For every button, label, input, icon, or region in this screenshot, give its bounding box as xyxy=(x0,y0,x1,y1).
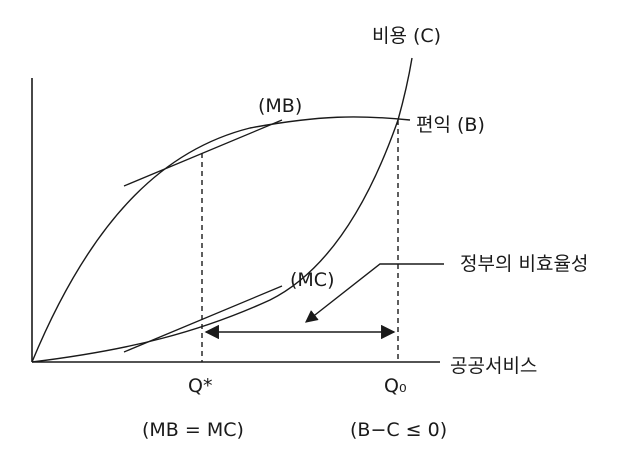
benefit-curve-label: 편익 (B) xyxy=(416,114,485,136)
q-zero-condition-label: (B−C ≤ 0) xyxy=(350,419,447,441)
cost-curve xyxy=(31,57,413,363)
mc-tangent-line xyxy=(123,285,283,353)
q-star-label: Q* xyxy=(188,375,212,397)
q-star-condition-label: (MB = MC) xyxy=(142,419,244,441)
mc-label: (MC) xyxy=(290,269,335,291)
mb-tangent-line xyxy=(123,119,283,187)
x-axis-label: 공공서비스 xyxy=(450,355,537,377)
q-zero-label: Q₀ xyxy=(384,375,407,397)
cost-curve-label: 비용 (C) xyxy=(372,25,441,47)
benefit-curve xyxy=(31,116,411,363)
inefficiency-leader-line xyxy=(305,263,444,323)
inefficiency-label: 정부의 비효율성 xyxy=(460,253,588,275)
mb-label: (MB) xyxy=(258,95,302,117)
